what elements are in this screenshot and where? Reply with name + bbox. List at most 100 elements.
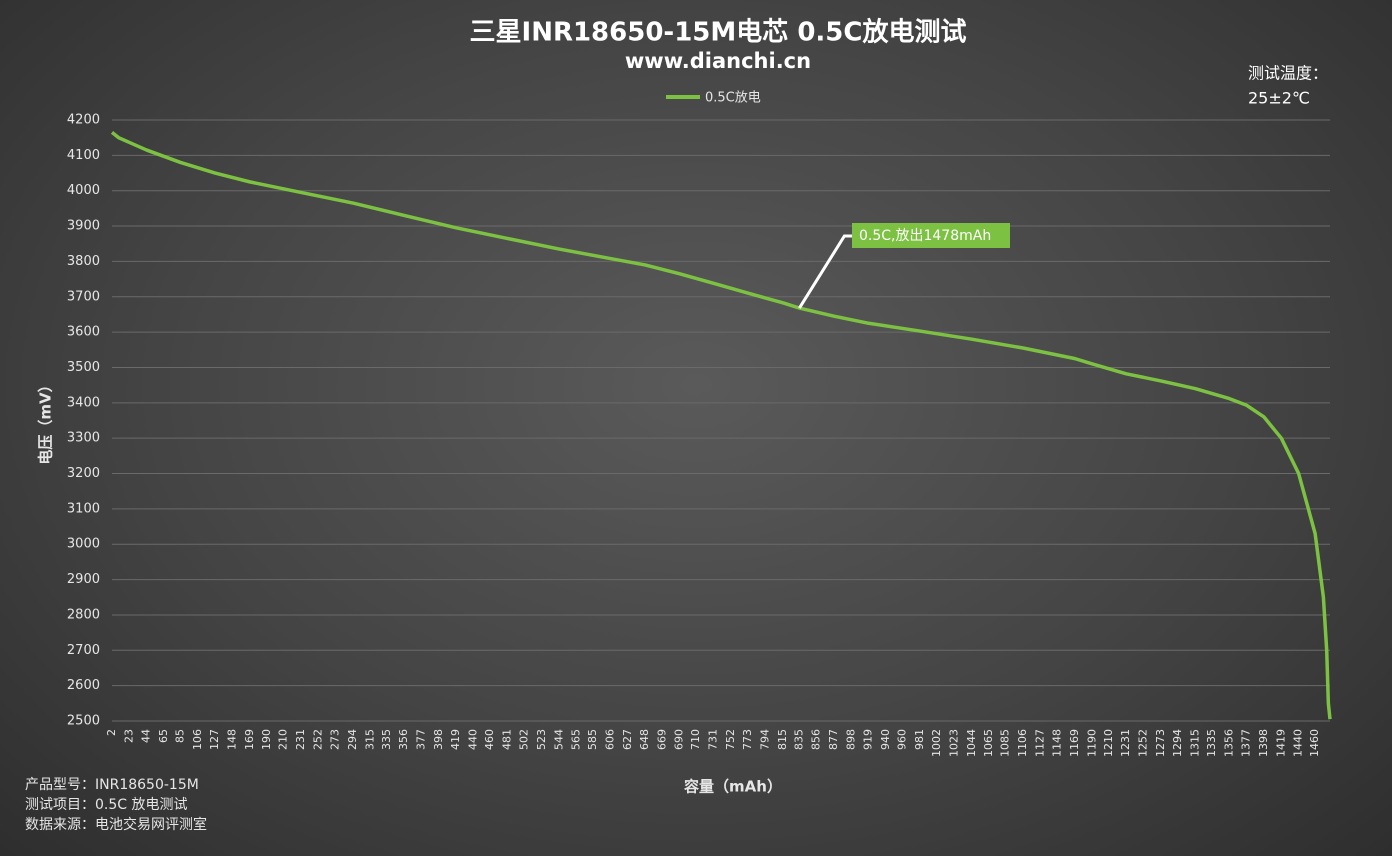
- x-tick-label: 273: [329, 729, 342, 750]
- x-tick-label: 440: [466, 729, 479, 750]
- x-tick-label: 815: [776, 729, 789, 750]
- x-tick-label: 1023: [948, 729, 961, 757]
- x-tick-label: 2: [105, 729, 118, 736]
- x-tick-label: 940: [879, 729, 892, 750]
- x-tick-label: 1252: [1137, 729, 1150, 757]
- x-tick-label: 898: [844, 729, 857, 750]
- y-tick-label: 2700: [67, 643, 100, 658]
- x-tick-label: 377: [414, 729, 427, 750]
- note: 产品型号：INR18650-15M: [25, 777, 199, 793]
- x-tick-label: 856: [810, 729, 823, 750]
- note: 数据来源：电池交易网评测室: [25, 816, 207, 833]
- x-tick-label: 1106: [1016, 729, 1029, 757]
- x-tick-label: 606: [603, 729, 616, 750]
- x-tick-label: 835: [792, 729, 805, 750]
- x-tick-label: 669: [655, 729, 668, 750]
- x-tick-label: 210: [277, 729, 290, 750]
- x-tick-label: 1085: [999, 729, 1012, 757]
- x-tick-label: 731: [707, 729, 720, 750]
- x-tick-label: 44: [140, 729, 153, 743]
- x-tick-label: 544: [552, 729, 565, 750]
- x-tick-label: 1127: [1033, 729, 1046, 757]
- y-tick-label: 3000: [67, 537, 100, 552]
- x-tick-label: 877: [827, 729, 840, 750]
- x-tick-label: 1169: [1068, 729, 1081, 757]
- x-tick-label: 1356: [1222, 729, 1235, 757]
- x-tick-label: 231: [294, 729, 307, 750]
- x-tick-label: 481: [500, 729, 513, 750]
- x-tick-label: 190: [260, 729, 273, 750]
- y-tick-label: 3600: [67, 325, 100, 340]
- x-tick-label: 252: [311, 729, 324, 750]
- legend-label: 0.5C放电: [705, 91, 761, 106]
- x-tick-label: 148: [225, 729, 238, 750]
- note: 测试项目：0.5C 放电测试: [25, 797, 188, 813]
- x-tick-label: 1440: [1292, 729, 1305, 757]
- x-tick-label: 648: [638, 729, 651, 750]
- x-tick-label: 335: [380, 729, 393, 750]
- data-line: [110, 131, 1332, 720]
- y-tick-label: 3900: [67, 219, 100, 234]
- x-tick-label: 1044: [965, 729, 978, 757]
- x-tick-label: 960: [896, 729, 909, 750]
- x-tick-label: 1148: [1051, 729, 1064, 757]
- x-tick-label: 398: [432, 729, 445, 750]
- temperature-value: 25±2℃: [1248, 89, 1310, 108]
- chart-title: 三星INR18650-15M电芯 0.5C放电测试: [470, 17, 967, 48]
- y-tick-label: 3300: [67, 431, 100, 446]
- x-tick-label: 1294: [1171, 729, 1184, 757]
- x-tick-label: 1335: [1205, 729, 1218, 757]
- annotation-text: 0.5C,放出1478mAh: [859, 228, 991, 244]
- y-tick-label: 3500: [67, 360, 100, 375]
- x-tick-label: 565: [570, 729, 583, 750]
- x-tick-label: 1398: [1257, 729, 1270, 757]
- x-tick-label: 523: [535, 729, 548, 750]
- y-tick-label: 3200: [67, 466, 100, 481]
- y-tick-label: 4200: [67, 113, 100, 128]
- x-tick-label: 919: [862, 729, 875, 750]
- y-tick-label: 2900: [67, 572, 100, 587]
- x-tick-label: 627: [621, 729, 634, 750]
- x-tick-label: 356: [397, 729, 410, 750]
- x-tick-label: 981: [913, 729, 926, 750]
- x-tick-label: 65: [157, 729, 170, 743]
- x-tick-label: 1065: [982, 729, 995, 757]
- x-tick-label: 1002: [930, 729, 943, 757]
- temperature-label: 测试温度：: [1248, 64, 1328, 83]
- x-tick-label: 169: [243, 729, 256, 750]
- x-tick-label: 315: [363, 729, 376, 750]
- x-tick-label: 294: [346, 729, 359, 750]
- x-tick-label: 1460: [1308, 729, 1321, 757]
- x-tick-label: 85: [173, 729, 186, 743]
- y-tick-label: 2600: [67, 678, 100, 693]
- x-tick-label: 460: [483, 729, 496, 750]
- x-tick-label: 1231: [1119, 729, 1132, 757]
- chart-subtitle: www.dianchi.cn: [625, 49, 811, 73]
- x-tick-label: 1273: [1154, 729, 1167, 757]
- y-tick-label: 4000: [67, 183, 100, 198]
- x-tick-label: 419: [449, 729, 462, 750]
- x-tick-label: 752: [724, 729, 737, 750]
- y-tick-label: 3800: [67, 254, 100, 269]
- y-axis-label: 电压（mV）: [37, 377, 55, 464]
- x-tick-label: 794: [759, 729, 772, 750]
- x-tick-label: 106: [191, 729, 204, 750]
- annotation-box: [852, 223, 1010, 248]
- x-tick-label: 1210: [1102, 729, 1115, 757]
- x-tick-label: 585: [586, 729, 599, 750]
- y-tick-label: 2500: [67, 714, 100, 729]
- x-tick-label: 1190: [1085, 729, 1098, 757]
- x-tick-label: 127: [208, 729, 221, 750]
- x-tick-label: 690: [673, 729, 686, 750]
- y-tick-label: 2800: [67, 607, 100, 622]
- annotation-leader: [798, 234, 852, 309]
- x-tick-label: 1315: [1188, 729, 1201, 757]
- x-tick-label: 502: [518, 729, 531, 750]
- y-tick-label: 3400: [67, 395, 100, 410]
- y-tick-label: 4100: [67, 148, 100, 163]
- y-tick-label: 3700: [67, 289, 100, 304]
- x-tick-label: 710: [689, 729, 702, 750]
- x-tick-label: 1377: [1240, 729, 1253, 757]
- y-tick-label: 3100: [67, 501, 100, 516]
